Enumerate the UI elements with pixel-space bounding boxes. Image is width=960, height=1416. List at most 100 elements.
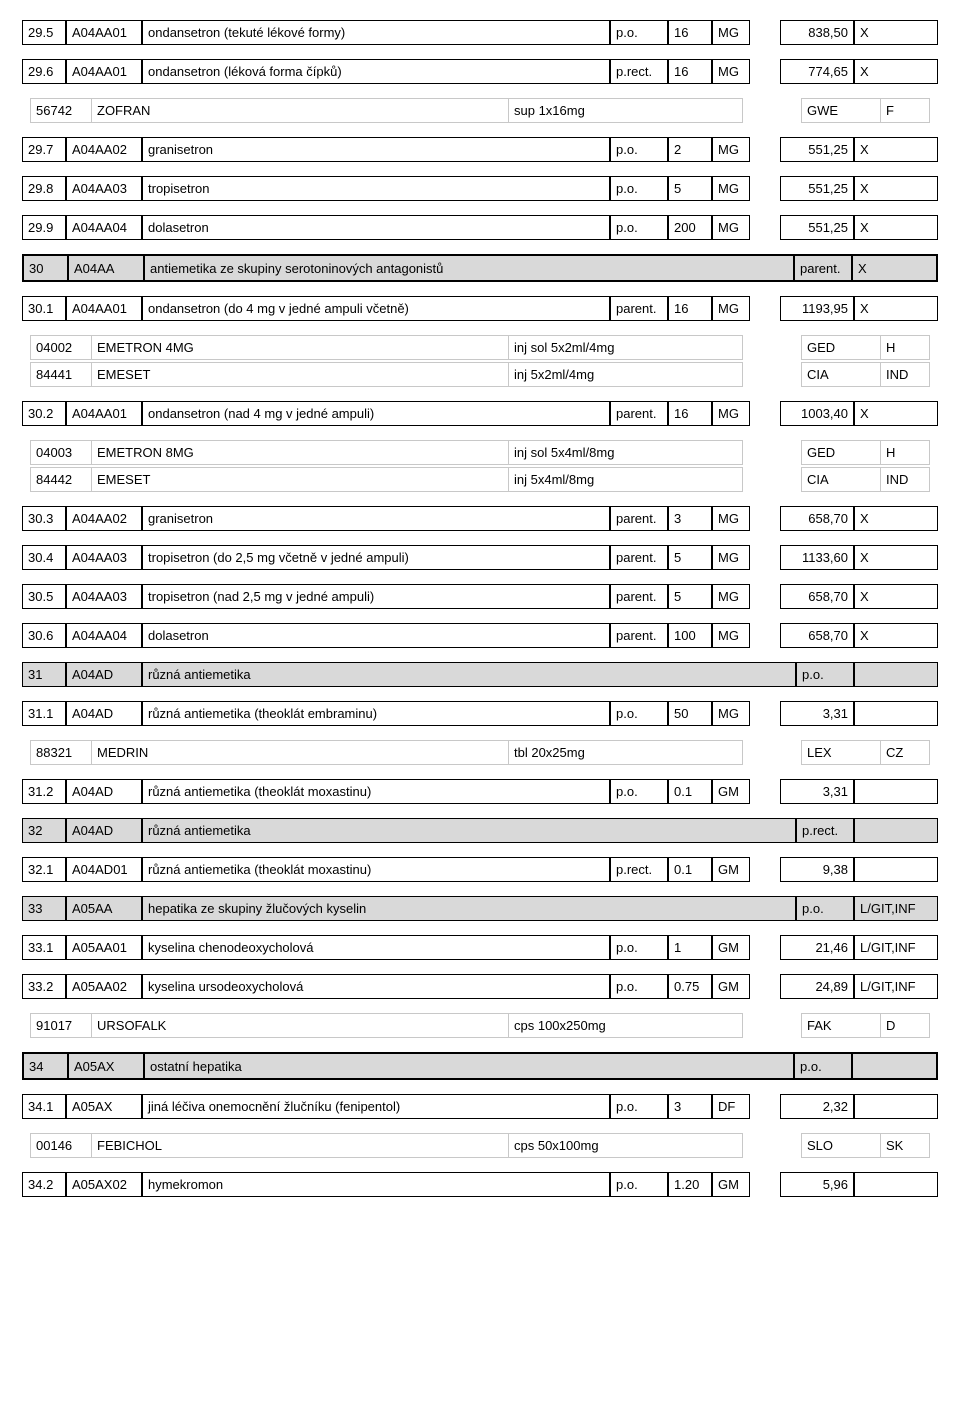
- group-num: 30: [24, 256, 68, 280]
- unit: MG: [712, 20, 750, 45]
- drug-name: jiná léčiva onemocnění žlučníku (fenipen…: [142, 1094, 610, 1119]
- drug-name: hymekromon: [142, 1172, 610, 1197]
- product-name: EMESET: [91, 467, 509, 492]
- gap: [742, 362, 802, 387]
- group-route: p.o.: [796, 662, 854, 687]
- product-code: 56742: [30, 98, 92, 123]
- country: H: [880, 335, 930, 360]
- unit: GM: [712, 974, 750, 999]
- route: parent.: [610, 296, 668, 321]
- price: 658,70: [780, 506, 854, 531]
- price: 3,31: [780, 779, 854, 804]
- group-flag: X: [852, 256, 936, 280]
- group-name: antiemetika ze skupiny serotoninových an…: [144, 256, 794, 280]
- route: p.o.: [610, 1094, 668, 1119]
- route: p.o.: [610, 20, 668, 45]
- table-row: 33.2A05AA02kyselina ursodeoxycholováp.o.…: [22, 974, 938, 999]
- atc-code: A04AA04: [66, 215, 142, 240]
- gap: [742, 1133, 802, 1158]
- manufacturer: CIA: [801, 467, 881, 492]
- quantity: 16: [668, 20, 712, 45]
- country: SK: [880, 1133, 930, 1158]
- flag: X: [854, 623, 938, 648]
- product-name: EMETRON 4MG: [91, 335, 509, 360]
- unit: MG: [712, 584, 750, 609]
- row-num: 31.1: [22, 701, 66, 726]
- group-flag: [854, 818, 938, 843]
- flag: X: [854, 137, 938, 162]
- unit: GM: [712, 1172, 750, 1197]
- gap: [750, 701, 780, 726]
- flag: X: [854, 20, 938, 45]
- price: 551,25: [780, 137, 854, 162]
- product-row: 88321MEDRINtbl 20x25mgLEXCZ: [22, 740, 938, 765]
- product-form: inj sol 5x4ml/8mg: [508, 440, 743, 465]
- row-num: 29.5: [22, 20, 66, 45]
- product-code: 00146: [30, 1133, 92, 1158]
- route: p.o.: [610, 779, 668, 804]
- table-row: 30.5A04AA03tropisetron (nad 2,5 mg v jed…: [22, 584, 938, 609]
- group-header: 32A04ADrůzná antiemetikap.rect.: [22, 818, 938, 843]
- atc-code: A04AA03: [66, 176, 142, 201]
- drug-name: ondansetron (léková forma čípků): [142, 59, 610, 84]
- flag: X: [854, 401, 938, 426]
- flag: [854, 701, 938, 726]
- row-num: 30.4: [22, 545, 66, 570]
- gap: [742, 740, 802, 765]
- gap: [750, 1094, 780, 1119]
- flag: X: [854, 296, 938, 321]
- product-list: 04003EMETRON 8MGinj sol 5x4ml/8mgGEDH844…: [22, 440, 938, 492]
- table-row: 31.1A04ADrůzná antiemetika (theoklát emb…: [22, 701, 938, 726]
- flag: L/GIT,INF: [854, 935, 938, 960]
- drug-name: dolasetron: [142, 215, 610, 240]
- route: p.o.: [610, 137, 668, 162]
- row-num: 30.2: [22, 401, 66, 426]
- price: 551,25: [780, 215, 854, 240]
- quantity: 1: [668, 935, 712, 960]
- country: CZ: [880, 740, 930, 765]
- unit: MG: [712, 401, 750, 426]
- country: F: [880, 98, 930, 123]
- gap: [750, 176, 780, 201]
- gap: [742, 440, 802, 465]
- product-code: 04003: [30, 440, 92, 465]
- atc-code: A04AA02: [66, 137, 142, 162]
- row-num: 34.2: [22, 1172, 66, 1197]
- atc-code: A05AX02: [66, 1172, 142, 1197]
- product-list: 56742ZOFRANsup 1x16mgGWEF: [22, 98, 938, 123]
- table-row: 34.1A05AXjiná léčiva onemocnění žlučníku…: [22, 1094, 938, 1119]
- group-code: A04AD: [66, 662, 142, 687]
- unit: MG: [712, 296, 750, 321]
- row-num: 30.6: [22, 623, 66, 648]
- flag: X: [854, 584, 938, 609]
- gap: [750, 137, 780, 162]
- product-row: 04002EMETRON 4MGinj sol 5x2ml/4mgGEDH: [22, 335, 938, 360]
- quantity: 16: [668, 59, 712, 84]
- price: 5,96: [780, 1172, 854, 1197]
- price: 2,32: [780, 1094, 854, 1119]
- atc-code: A05AA01: [66, 935, 142, 960]
- row-num: 30.3: [22, 506, 66, 531]
- row-num: 30.5: [22, 584, 66, 609]
- manufacturer: LEX: [801, 740, 881, 765]
- price: 658,70: [780, 623, 854, 648]
- table-row: 29.8A04AA03tropisetronp.o.5MG551,25X: [22, 176, 938, 201]
- table-row: 29.6A04AA01ondansetron (léková forma číp…: [22, 59, 938, 84]
- gap: [750, 545, 780, 570]
- unit: GM: [712, 779, 750, 804]
- flag: X: [854, 59, 938, 84]
- flag: X: [854, 506, 938, 531]
- country: IND: [880, 362, 930, 387]
- gap: [750, 506, 780, 531]
- group-flag: L/GIT,INF: [854, 896, 938, 921]
- row-num: 34.1: [22, 1094, 66, 1119]
- atc-code: A04AA02: [66, 506, 142, 531]
- quantity: 0.1: [668, 779, 712, 804]
- product-row: 04003EMETRON 8MGinj sol 5x4ml/8mgGEDH: [22, 440, 938, 465]
- group-num: 33: [22, 896, 66, 921]
- gap: [742, 467, 802, 492]
- row-num: 29.9: [22, 215, 66, 240]
- table-row: 31.2A04ADrůzná antiemetika (theoklát mox…: [22, 779, 938, 804]
- unit: GM: [712, 857, 750, 882]
- route: parent.: [610, 401, 668, 426]
